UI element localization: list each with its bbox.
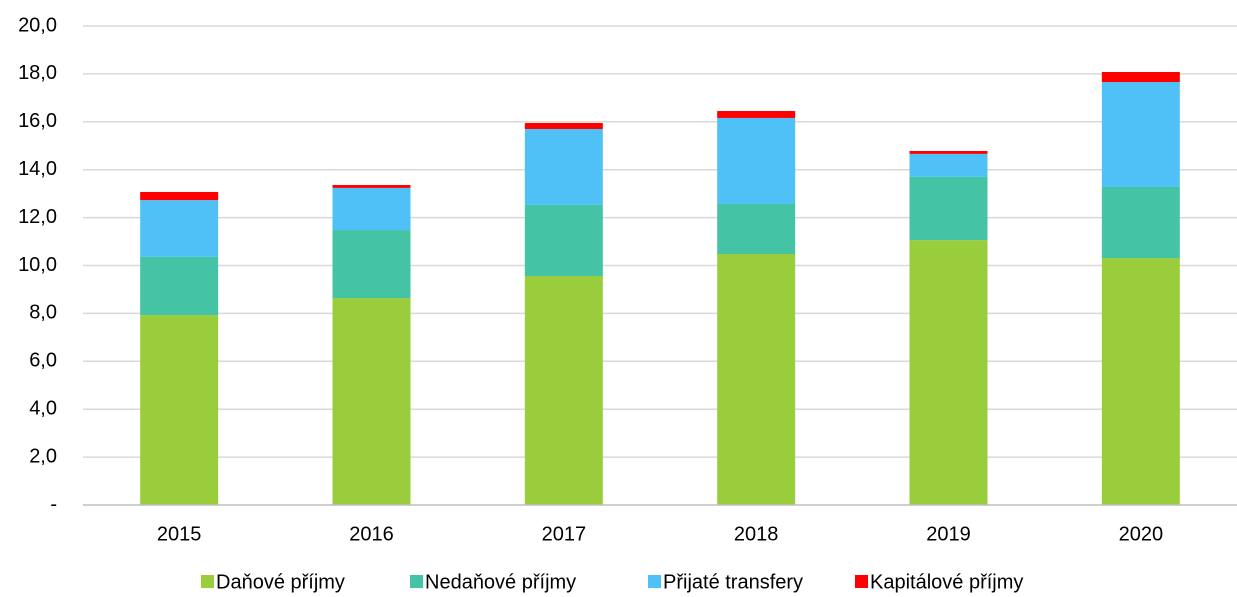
x-tick-label: 2016	[349, 523, 394, 545]
y-tick-label: 18,0	[18, 62, 57, 84]
bar-segment	[140, 200, 219, 257]
bar-segment	[524, 128, 603, 205]
bar-segment	[717, 117, 796, 204]
bar-segment	[1101, 186, 1180, 259]
bar-segment	[332, 185, 411, 188]
y-tick-label: 4,0	[29, 397, 57, 419]
bar-segment	[332, 230, 411, 299]
legend-label: Přijaté transfery	[663, 571, 803, 593]
bar-segment	[1101, 82, 1180, 187]
bar-segment	[717, 203, 796, 255]
bar-segment	[909, 151, 988, 154]
legend-swatch	[855, 575, 868, 588]
x-tick-label: 2020	[1119, 523, 1164, 545]
legend-swatch	[410, 575, 423, 588]
legend-label: Daňové příjmy	[216, 571, 345, 593]
legend-swatch	[201, 575, 214, 588]
x-tick-label: 2015	[157, 523, 202, 545]
bar-segment	[524, 276, 603, 505]
y-tick-label: 6,0	[29, 350, 57, 372]
x-tick-label: 2017	[542, 523, 587, 545]
y-tick-label: 2,0	[29, 445, 57, 467]
bar-segment	[909, 240, 988, 505]
bar-segment	[332, 298, 411, 505]
bar-segment	[717, 254, 796, 505]
x-tick-label: 2018	[734, 523, 779, 545]
y-tick-label: 12,0	[18, 206, 57, 228]
bar-segment	[140, 191, 219, 201]
y-tick-label: -	[50, 493, 57, 515]
bar-segment	[524, 122, 603, 129]
legend-label: Nedaňové příjmy	[425, 571, 576, 593]
bar-segment	[909, 153, 988, 177]
bar-segment	[524, 204, 603, 277]
y-tick-label: 8,0	[29, 302, 57, 324]
legend-swatch	[648, 575, 661, 588]
bar-segment	[1101, 258, 1180, 505]
legend-label: Kapitálové příjmy	[870, 571, 1023, 593]
bar-segment	[1101, 71, 1180, 83]
y-tick-label: 16,0	[18, 110, 57, 132]
y-tick-label: 20,0	[18, 14, 57, 36]
y-tick-label: 10,0	[18, 254, 57, 276]
bar-segment	[140, 315, 219, 505]
y-tick-label: 14,0	[18, 158, 57, 180]
bar-segment	[909, 176, 988, 241]
bar-segment	[717, 111, 796, 118]
x-tick-label: 2019	[926, 523, 971, 545]
bar-segment	[332, 187, 411, 231]
bar-segment	[140, 256, 219, 316]
